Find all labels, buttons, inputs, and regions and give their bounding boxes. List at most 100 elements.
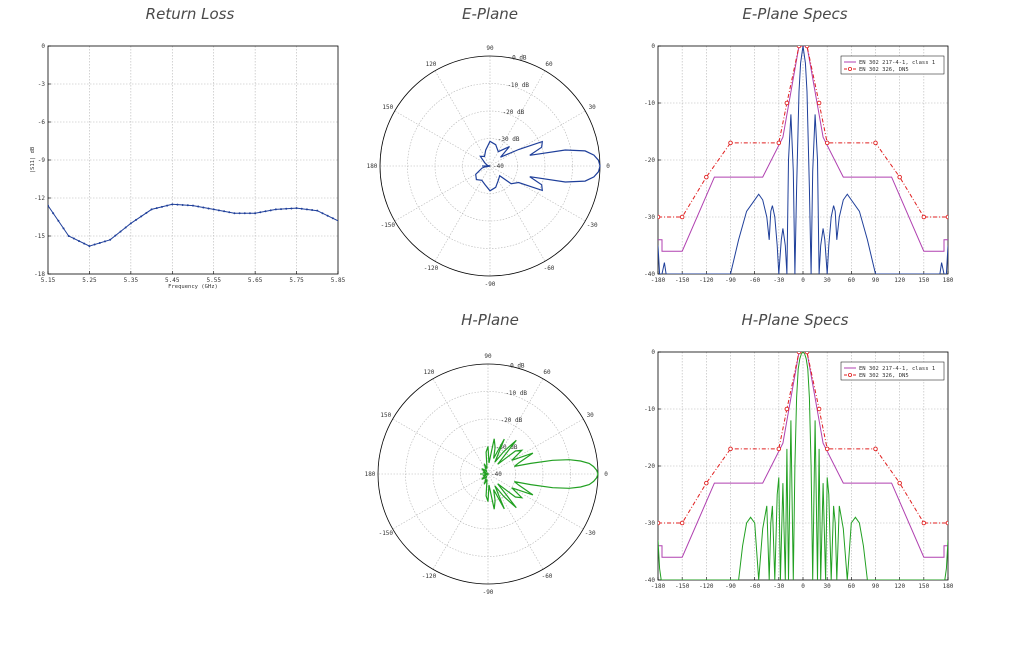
series-point xyxy=(109,238,112,241)
series-point xyxy=(140,215,143,218)
series-point xyxy=(160,205,163,208)
series-point xyxy=(321,212,324,215)
series-point xyxy=(776,446,782,452)
series-point xyxy=(945,214,948,220)
series-point xyxy=(300,207,303,210)
series-point xyxy=(295,207,298,210)
y-tick-label: 0 xyxy=(651,349,655,356)
series-point xyxy=(796,352,802,355)
series-point xyxy=(171,203,174,206)
x-tick-label: -180 xyxy=(651,277,666,284)
x-tick-label: -150 xyxy=(675,583,690,590)
series-point xyxy=(704,174,709,180)
y-tick-label: -10 xyxy=(644,406,655,413)
series-point xyxy=(129,222,132,225)
angle-tick-label: -60 xyxy=(542,573,553,580)
series-point xyxy=(921,520,927,526)
angle-tick-label: -90 xyxy=(483,589,494,596)
polar-spoke xyxy=(489,110,586,167)
e_plane_specs-plot: -180 -150 -120 -90 -60 -30 0 30 60 90 120 150 180 0 -1… xyxy=(644,43,954,284)
return_loss-plot: 5.15 5.25 5.35 5.45 5.55 5.65 5.75 5.85 0 -3 -6 -9 -… xyxy=(30,43,346,290)
polar-spoke xyxy=(434,70,491,167)
angle-tick-label: 60 xyxy=(545,61,553,68)
angle-tick-label: 30 xyxy=(587,412,595,419)
polar-spoke xyxy=(432,378,489,475)
series-point xyxy=(62,227,65,230)
radial-tick-label: -40 xyxy=(493,163,504,170)
angle-tick-label: 60 xyxy=(543,369,551,376)
series-point xyxy=(816,406,822,412)
angle-tick-label: 90 xyxy=(484,353,492,360)
legend-marker-1 xyxy=(848,372,853,377)
series-line-0 xyxy=(658,352,948,558)
angle-tick-label: -60 xyxy=(544,265,555,272)
series-point xyxy=(873,140,878,146)
angle-tick-label: -120 xyxy=(424,265,439,272)
series-point xyxy=(93,243,96,246)
series-point xyxy=(704,480,709,486)
polar-spoke xyxy=(394,165,491,222)
polar-spoke xyxy=(489,165,546,262)
y-tick-label: -10 xyxy=(644,100,655,107)
series-point xyxy=(150,208,153,211)
angle-tick-label: -30 xyxy=(585,530,596,537)
series-point xyxy=(243,212,246,215)
series-point xyxy=(98,241,101,244)
series-point xyxy=(259,211,262,214)
polar-spoke xyxy=(489,70,546,167)
series-point xyxy=(155,207,158,210)
x-tick-label: 30 xyxy=(824,277,832,284)
series-point xyxy=(824,140,830,146)
series-point xyxy=(804,46,810,49)
angle-tick-label: 150 xyxy=(380,412,391,419)
series-group xyxy=(658,352,948,580)
y-tick-label: -30 xyxy=(644,214,655,221)
series-point xyxy=(331,217,334,220)
x-tick-label: -90 xyxy=(725,583,736,590)
series-point xyxy=(921,214,927,220)
series-point xyxy=(103,240,106,243)
polar-spoke xyxy=(487,418,584,475)
y-tick-label: -20 xyxy=(644,463,655,470)
plot-frame xyxy=(47,45,339,275)
series-point xyxy=(897,174,902,180)
y-tick-label: -40 xyxy=(644,577,655,584)
series-point xyxy=(728,446,733,452)
legend-box xyxy=(840,361,945,381)
x-tick-label: 150 xyxy=(918,583,929,590)
radial-tick-label: -10 dB xyxy=(505,390,527,397)
e-plane-specs-title: E-Plane Specs xyxy=(742,5,848,23)
series-line-0 xyxy=(48,203,338,247)
series-group xyxy=(658,46,948,274)
radial-tick-label: -40 xyxy=(491,471,502,478)
x-tick-label: 30 xyxy=(824,583,832,590)
series-point xyxy=(202,206,205,209)
angle-tick-label: 90 xyxy=(486,45,494,52)
angle-tick-label: 120 xyxy=(424,369,435,376)
h_plane-plot: 0 30 60 90 120 150 180 -150 -120 -90 -60 -30 0 dB -10… xyxy=(365,353,609,596)
series-point xyxy=(804,352,810,355)
series-point xyxy=(290,207,293,210)
series-point xyxy=(264,210,267,213)
x-tick-label: -120 xyxy=(699,583,714,590)
y-tick-label: -18 xyxy=(34,271,45,278)
series-point xyxy=(197,205,200,208)
radial-tick-label: -20 dB xyxy=(503,109,525,116)
angle-tick-label: 30 xyxy=(589,104,597,111)
y-tick-label: -6 xyxy=(38,119,46,126)
radial-tick-label: -30 dB xyxy=(498,136,520,143)
y-tick-label: -30 xyxy=(644,520,655,527)
series-point xyxy=(67,235,70,237)
y-tick-label: 0 xyxy=(651,43,655,50)
series-point xyxy=(816,100,822,106)
series-point xyxy=(679,520,685,526)
angle-tick-label: -30 xyxy=(587,222,598,229)
series-point xyxy=(280,208,283,211)
legend-label-0: EN 302 217-4-1, class 1 xyxy=(859,60,935,66)
angle-tick-label: -90 xyxy=(485,281,496,288)
x-tick-label: 120 xyxy=(894,277,905,284)
series-point xyxy=(207,207,210,210)
angle-tick-label: 180 xyxy=(367,163,378,170)
series-point xyxy=(48,204,49,207)
polar-spoke xyxy=(392,473,489,530)
